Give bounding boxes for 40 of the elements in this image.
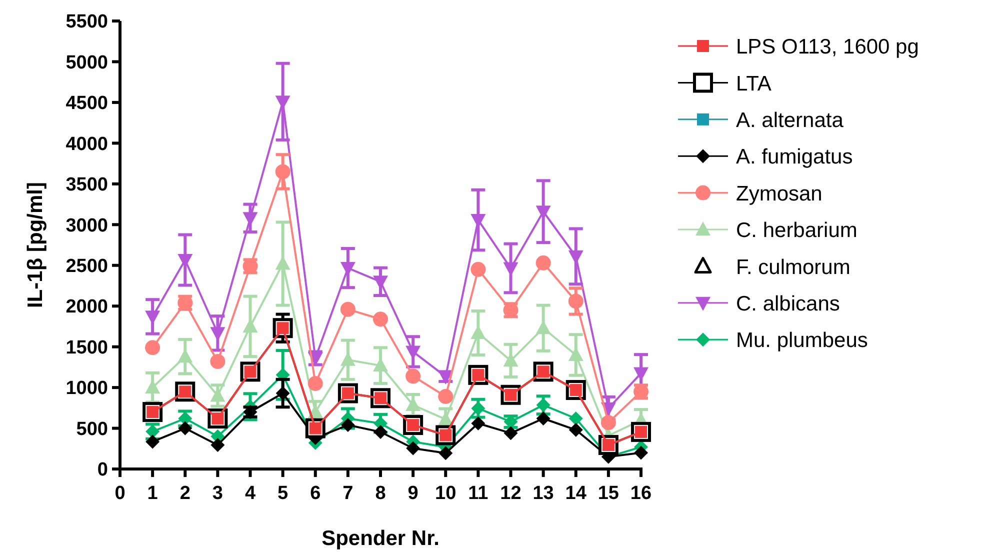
- y-tick-label: 1500: [66, 337, 108, 358]
- legend-label: A. alternata: [736, 108, 844, 132]
- legend-label: Zymosan: [736, 182, 822, 206]
- x-tick-label: 0: [114, 483, 126, 504]
- legend-label: C. herbarium: [736, 219, 858, 242]
- x-tick-label: 9: [408, 483, 418, 504]
- x-tick-label: 1: [147, 483, 158, 504]
- x-tick-label: 3: [212, 483, 223, 504]
- x-tick-label: 6: [310, 483, 321, 504]
- x-tick-label: 14: [565, 483, 587, 504]
- y-tick-label: 4500: [66, 93, 108, 114]
- x-tick-label: 13: [532, 483, 554, 504]
- y-tick-label: 500: [76, 418, 108, 440]
- x-tick-label: 10: [435, 483, 456, 504]
- x-tick-label: 8: [375, 483, 386, 504]
- legend-label: F. culmorum: [736, 256, 850, 279]
- y-tick-label: 4000: [66, 134, 108, 155]
- legend-label: LPS O113, 1600 pg: [736, 36, 919, 59]
- y-tick-label: 1000: [66, 378, 108, 400]
- y-tick-label: 2000: [66, 296, 108, 318]
- y-tick-label: 5500: [66, 12, 108, 33]
- x-tick-label: 15: [598, 483, 620, 504]
- y-axis-title: IL-1β [pg/ml]: [24, 182, 47, 308]
- legend-label: C. albicans: [736, 292, 840, 316]
- y-tick-label: 0: [97, 460, 108, 481]
- y-tick-label: 3500: [66, 174, 108, 196]
- y-tick-label: 2500: [66, 256, 108, 278]
- x-tick-label: 2: [180, 483, 190, 504]
- x-tick-label: 7: [342, 483, 354, 504]
- x-tick-label: 4: [244, 483, 256, 504]
- legend-label: Mu. plumbeus: [736, 329, 868, 352]
- x-axis-title: Spender Nr.: [322, 527, 440, 550]
- x-tick-label: 12: [500, 483, 522, 504]
- legend-label: LTA: [736, 72, 772, 96]
- x-tick-label: 11: [468, 483, 489, 504]
- legend-label: A. fumigatus: [736, 146, 853, 169]
- y-tick-label: 5000: [66, 52, 108, 74]
- y-tick-label: 3000: [66, 215, 108, 236]
- x-tick-label: 5: [278, 483, 289, 504]
- x-tick-label: 16: [630, 483, 652, 504]
